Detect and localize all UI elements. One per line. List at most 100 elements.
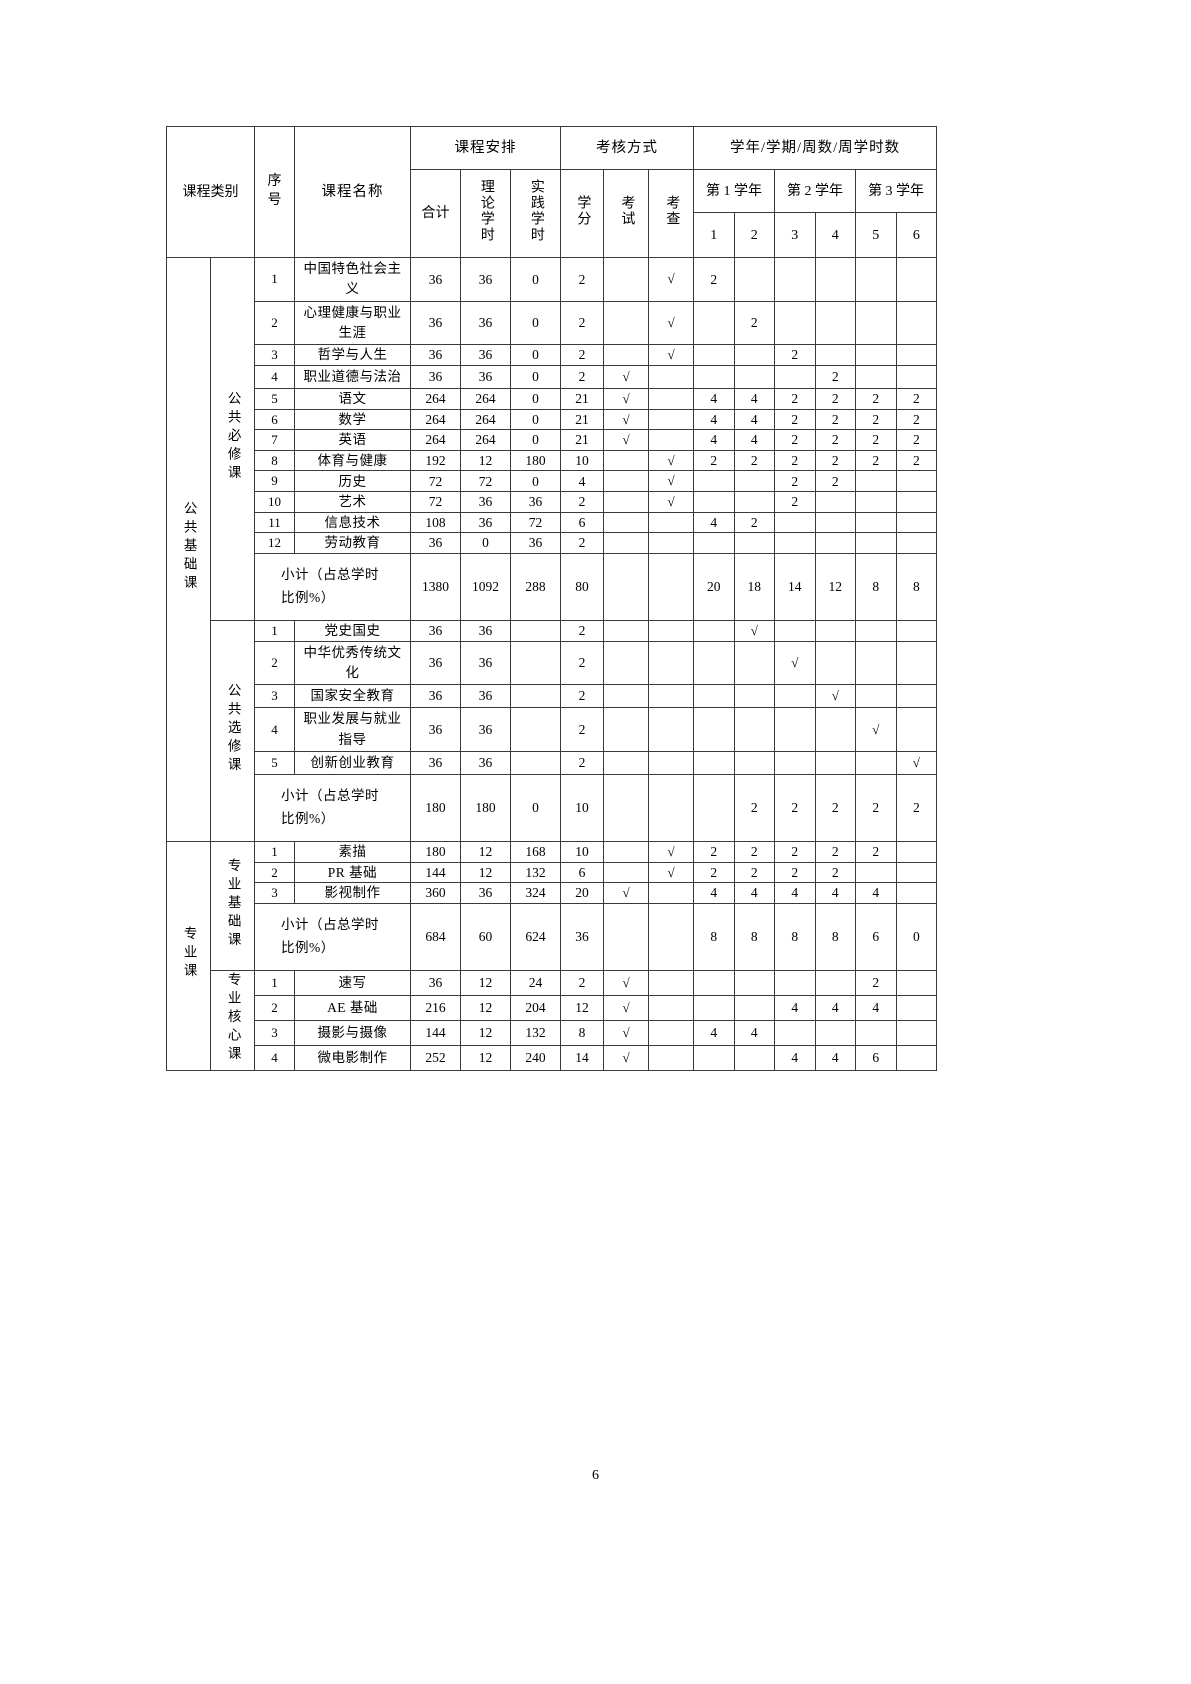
- semester-4-cell: [814, 511, 857, 534]
- course-serial-cell: 2: [254, 300, 295, 345]
- semester-4-cell-text: √: [831, 688, 839, 704]
- semester-1-cell: 4: [693, 408, 735, 431]
- course-serial-cell-text: 3: [271, 347, 278, 362]
- practice-hours-cell-text: 180: [525, 452, 546, 468]
- semester-2-cell: 4: [733, 1019, 776, 1046]
- header-total-hours-label: 合计: [421, 206, 450, 222]
- total-hours-cell: 264: [410, 429, 461, 451]
- credits-cell: 21: [560, 408, 605, 431]
- header-assessment-group: 考核方式: [560, 126, 695, 170]
- total-hours-cell-text: 180: [425, 844, 446, 860]
- semester-1-cell: [693, 619, 735, 642]
- course-name-cell-text: 英语: [338, 432, 367, 448]
- total-hours-cell-text: 192: [425, 452, 446, 468]
- course-serial-cell-text: 5: [271, 755, 278, 771]
- exam-cell-text: √: [622, 411, 630, 427]
- header-schedule-label: 学年/学期/周数/周学时数: [730, 139, 901, 156]
- total-hours-cell: 144: [410, 1019, 461, 1046]
- credits-cell: 2: [560, 532, 605, 554]
- table-row: 4 职业发展与就业指导 36 36 2 √: [167, 707, 938, 752]
- subtotal-total-hours-cell-text: 1380: [422, 579, 449, 595]
- semester-2-cell-text: 4: [750, 391, 758, 407]
- total-hours-cell-text: 36: [428, 535, 443, 551]
- vertical-label: 公共基础课: [181, 501, 197, 594]
- exam-cell: [603, 707, 650, 752]
- course-name-cell: 中国特色社会主义: [294, 257, 411, 302]
- semester-2-cell-text: 2: [750, 864, 758, 880]
- inspection-cell: [648, 994, 695, 1021]
- semester-3-cell: 2: [774, 470, 816, 492]
- semester-2-cell: [733, 532, 776, 554]
- practice-hours-cell: 0: [509, 364, 562, 389]
- course-name-cell: 影视制作: [294, 882, 411, 904]
- total-hours-cell: 360: [410, 882, 461, 904]
- total-hours-cell-text: 264: [425, 432, 446, 448]
- semester-4-cell-text: 2: [831, 391, 839, 407]
- subtotal-semester-4-cell: 12: [814, 552, 857, 621]
- subtotal-semester-5-cell-text: 8: [872, 579, 880, 595]
- subtotal-inspection-cell: [648, 774, 695, 842]
- semester-6-cell: √: [895, 750, 938, 776]
- theory-hours-cell: 72: [460, 470, 511, 492]
- semester-3-cell: [774, 750, 816, 776]
- course-name-cell-text: 心理健康与职业生涯: [303, 304, 402, 340]
- semester-3-cell: 4: [774, 882, 816, 904]
- theory-hours-cell-text: 36: [478, 347, 493, 363]
- course-serial-cell: 5: [254, 387, 295, 410]
- table-row: 5 语文 264 264 0 21 √ 4 4 2 2 2 2: [167, 387, 938, 410]
- theory-hours-cell: 0: [460, 532, 511, 554]
- header-category-label: 课程类别: [182, 184, 239, 200]
- course-serial-cell: 2: [254, 994, 295, 1021]
- semester-1-cell: [693, 364, 735, 389]
- credits-cell-text: 2: [578, 347, 586, 363]
- course-name-cell-text: 创新创业教育: [310, 754, 395, 770]
- exam-cell: [603, 640, 650, 685]
- header-arrangement-label: 课程安排: [454, 139, 517, 156]
- theory-hours-cell: 36: [460, 491, 511, 513]
- total-hours-cell-text: 36: [428, 755, 443, 771]
- credits-cell-text: 6: [578, 864, 586, 880]
- semester-3-cell: 2: [774, 861, 816, 884]
- practice-hours-cell-text: 0: [532, 347, 539, 363]
- table-row: 专业课 专业基础课 1 素描 180 12 168 10 √ 2 2 2 2 2: [166, 841, 938, 1071]
- subtotal-semester-6-cell: 2: [895, 774, 938, 842]
- theory-hours-cell: 36: [460, 707, 511, 752]
- semester-6-cell: [895, 364, 938, 389]
- course-serial-cell: 7: [254, 429, 295, 451]
- semester-5-cell: 4: [855, 994, 897, 1021]
- inspection-cell: [648, 511, 695, 534]
- credits-cell: 2: [560, 344, 605, 366]
- credits-cell: 6: [560, 861, 605, 884]
- header-semester-4-label: 4: [831, 227, 839, 243]
- subtotal-practice-hours-cell: 0: [509, 774, 562, 842]
- semester-5-cell: [855, 683, 897, 709]
- subtotal-exam-cell: [603, 552, 650, 621]
- theory-hours-cell-text: 264: [475, 432, 496, 448]
- inspection-cell-text: √: [667, 473, 675, 489]
- exam-cell: √: [603, 882, 650, 904]
- total-hours-cell: 108: [410, 511, 461, 534]
- credits-cell-text: 20: [575, 885, 589, 901]
- semester-6-cell: [895, 1019, 938, 1046]
- subtotal-row: 小计（占总学时比例%） 684 60 624 36 8 8 8 8 6 0: [167, 902, 938, 971]
- semester-1-cell-text: 4: [710, 411, 718, 427]
- vertical-label: 公共必修课: [225, 390, 241, 484]
- course-serial-cell: 3: [254, 344, 295, 366]
- semester-2-cell-text: 2: [750, 844, 758, 860]
- course-serial-cell: 3: [254, 882, 295, 904]
- practice-hours-cell-text: 132: [525, 1025, 546, 1041]
- credits-cell-text: 2: [578, 688, 586, 704]
- course-name-cell-text: 历史: [338, 473, 367, 489]
- semester-1-cell-text: 4: [710, 391, 718, 407]
- course-serial-cell-text: 2: [271, 864, 278, 880]
- semester-3-cell-text: √: [791, 654, 799, 670]
- course-name-cell: 职业道德与法治: [294, 364, 411, 389]
- header-row-subgroups: 合计 理论学时 实践学时 学分 考试 考查: [167, 169, 938, 258]
- header-credits: 学分: [560, 169, 605, 258]
- practice-hours-cell-text: 72: [528, 514, 543, 530]
- semester-5-cell: √: [855, 707, 897, 752]
- credits-cell-text: 10: [575, 844, 589, 860]
- subtotal-semester-3-cell-text: 8: [791, 929, 799, 945]
- semester-3-cell-text: 4: [791, 885, 799, 901]
- header-arrangement-group: 课程安排: [409, 126, 562, 170]
